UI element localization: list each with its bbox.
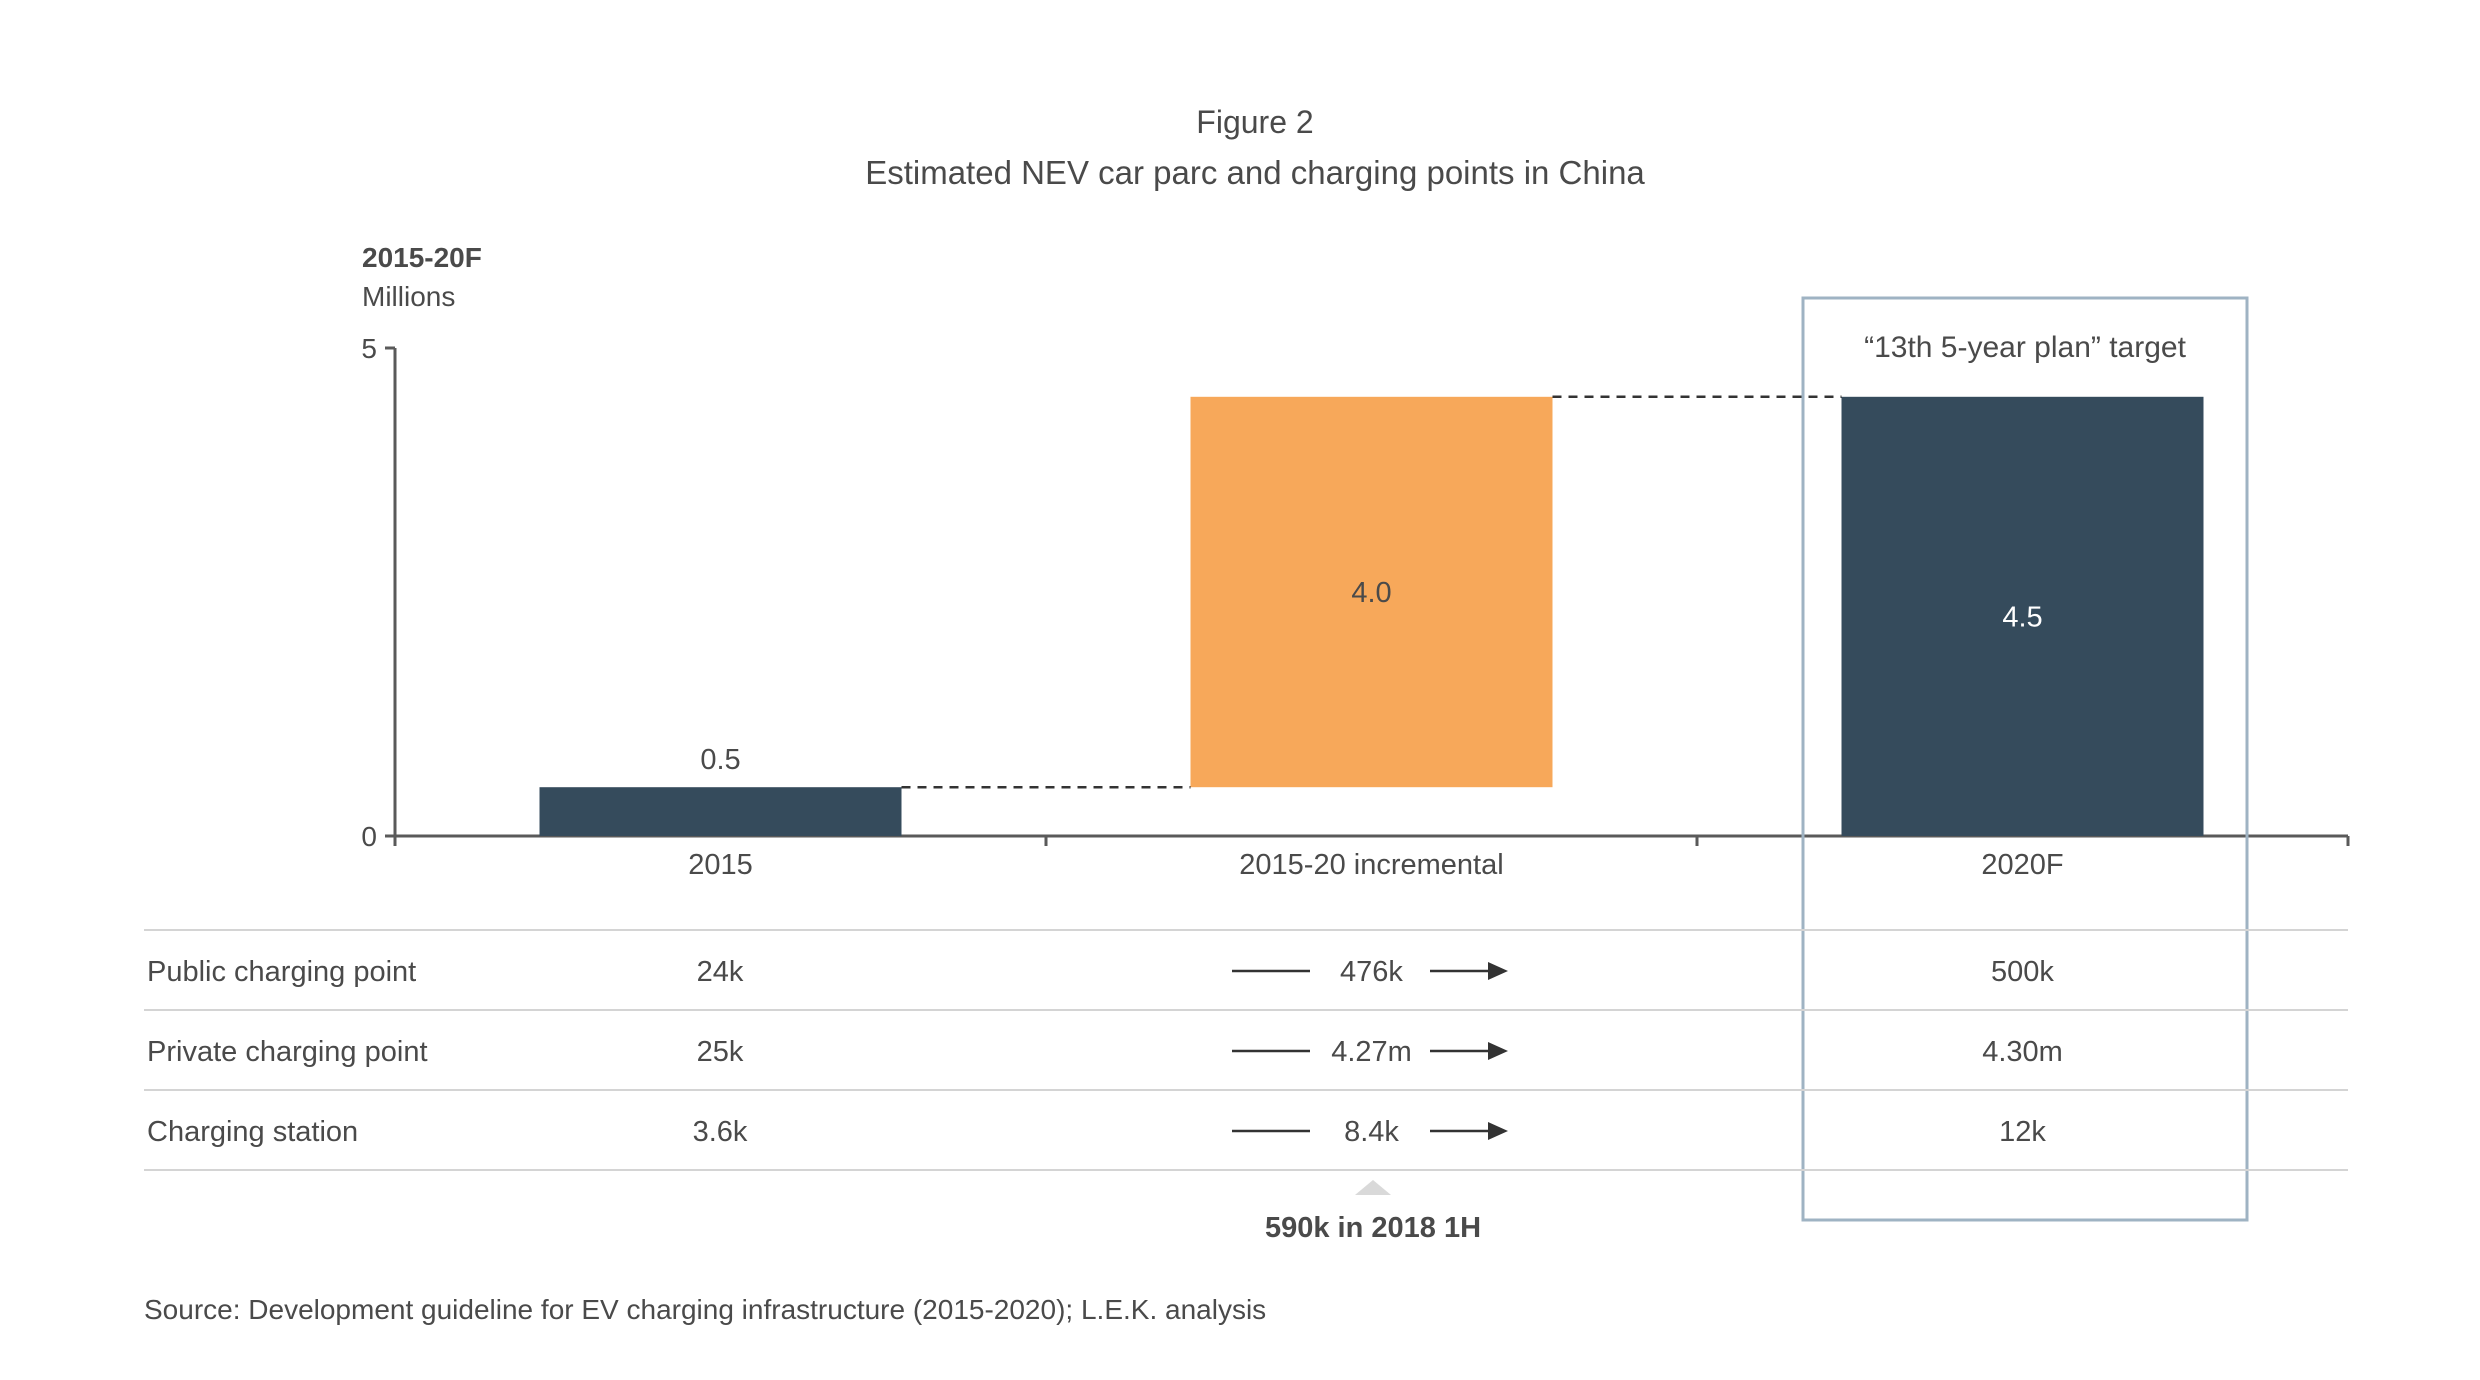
target-highlight-box: [1801, 296, 2249, 1222]
callout-pointer: [1355, 1180, 1391, 1195]
cell-incremental: 476k: [1340, 956, 1403, 988]
waterfall-chart: 0 5 0.5 2015 4.0 2015-20 incremental 4.5 2020F: [361, 333, 2350, 881]
cell-2020f: 500k: [1991, 956, 2054, 988]
cell-2015: 24k: [697, 956, 744, 988]
source-note: Source: Development guideline for EV cha…: [144, 1294, 1266, 1325]
charging-table: Public charging point 24k 476k 500k Private …: [144, 929, 2348, 1171]
cell-2020f: 12k: [1999, 1116, 2046, 1148]
bar-1: [539, 787, 902, 836]
target-label: “13th 5-year plan” target: [1864, 331, 2187, 364]
row-label: Private charging point: [147, 1036, 428, 1068]
callout-text: 590k in 2018 1H: [1265, 1212, 1481, 1244]
y-tick-label: 5: [361, 333, 377, 364]
bar-2: [1190, 396, 1553, 788]
x-tick-label: 2015-20 incremental: [1239, 849, 1503, 881]
y-axis-label-period: 2015-20F: [362, 242, 482, 273]
bar-value-label: 4.5: [2002, 601, 2042, 633]
figure-title: Estimated NEV car parc and charging poin…: [865, 154, 1645, 191]
cell-2015: 25k: [697, 1036, 744, 1068]
bar-3: [1841, 396, 2204, 836]
arrow-head-icon: [1488, 1042, 1508, 1060]
bar-value-label: 4.0: [1351, 577, 1391, 609]
cell-incremental: 4.27m: [1331, 1036, 1412, 1068]
y-axis-label-unit: Millions: [362, 281, 455, 312]
row-label: Public charging point: [147, 956, 416, 988]
figure-label: Figure 2: [1196, 104, 1313, 140]
x-tick-label: 2015: [688, 849, 753, 881]
x-tick-label: 2020F: [1981, 849, 2063, 881]
y-tick-label: 0: [361, 821, 377, 852]
arrow-head-icon: [1488, 962, 1508, 980]
arrow-head-icon: [1488, 1122, 1508, 1140]
row-label: Charging station: [147, 1116, 358, 1148]
cell-2020f: 4.30m: [1982, 1036, 2063, 1068]
cell-incremental: 8.4k: [1344, 1116, 1399, 1148]
cell-2015: 3.6k: [693, 1116, 748, 1148]
bar-value-label: 0.5: [700, 744, 740, 776]
